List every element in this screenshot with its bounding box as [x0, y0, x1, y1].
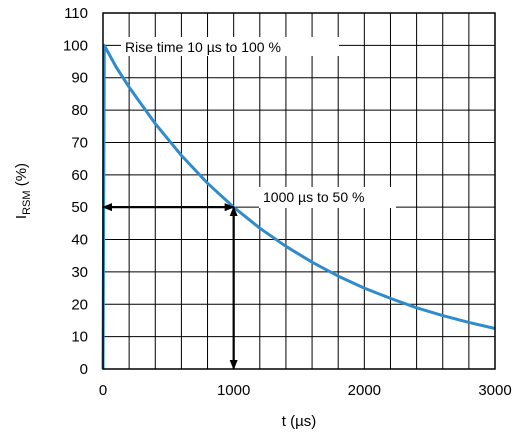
y-tick-label: 90 [71, 70, 88, 87]
y-axis-ticks: 0 10 20 30 40 50 60 70 80 90 100 110 [63, 5, 88, 378]
y-tick-label: 110 [64, 5, 88, 22]
series-line [101, 43, 496, 370]
annotation-layer: Rise time 10 µs to 100 % 1000 µs to 50 % [121, 37, 396, 208]
y-tick-label: 40 [71, 232, 88, 249]
y-tick-label: 100 [63, 37, 88, 54]
y-tick-label: 60 [71, 167, 88, 184]
y-axis-label-main: I [13, 215, 30, 219]
y-tick-label: 0 [80, 361, 88, 378]
y-axis-label: IRSM (%) [13, 163, 33, 219]
y-tick-label: 10 [71, 329, 88, 346]
y-tick-label: 30 [71, 264, 88, 281]
y-tick-label: 20 [71, 296, 88, 313]
y-axis-label-unit: (%) [13, 163, 30, 191]
x-tick-label: 1000 [217, 382, 250, 399]
y-tick-label: 70 [71, 134, 88, 151]
grid [103, 13, 495, 369]
x-axis-ticks: 0 1000 2000 3000 [99, 382, 512, 399]
svg-text:IRSM (%): IRSM (%) [13, 163, 33, 219]
annotation-fall: 1000 µs to 50 % [263, 189, 364, 205]
y-axis-label-sub: RSM [21, 190, 33, 214]
y-tick-label: 80 [71, 102, 88, 119]
arrow-layer [102, 203, 238, 370]
x-tick-label: 2000 [348, 382, 381, 399]
annotation-rise: Rise time 10 µs to 100 % [125, 39, 281, 55]
plot-frame [102, 12, 496, 370]
x-tick-label: 0 [99, 382, 107, 399]
x-tick-label: 3000 [478, 382, 511, 399]
y-tick-label: 50 [71, 199, 88, 216]
annotation-rise-bg [121, 37, 339, 56]
x-axis-label: t (µs) [282, 413, 316, 430]
annotation-fall-bg [259, 187, 396, 208]
series-layer [101, 43, 496, 370]
